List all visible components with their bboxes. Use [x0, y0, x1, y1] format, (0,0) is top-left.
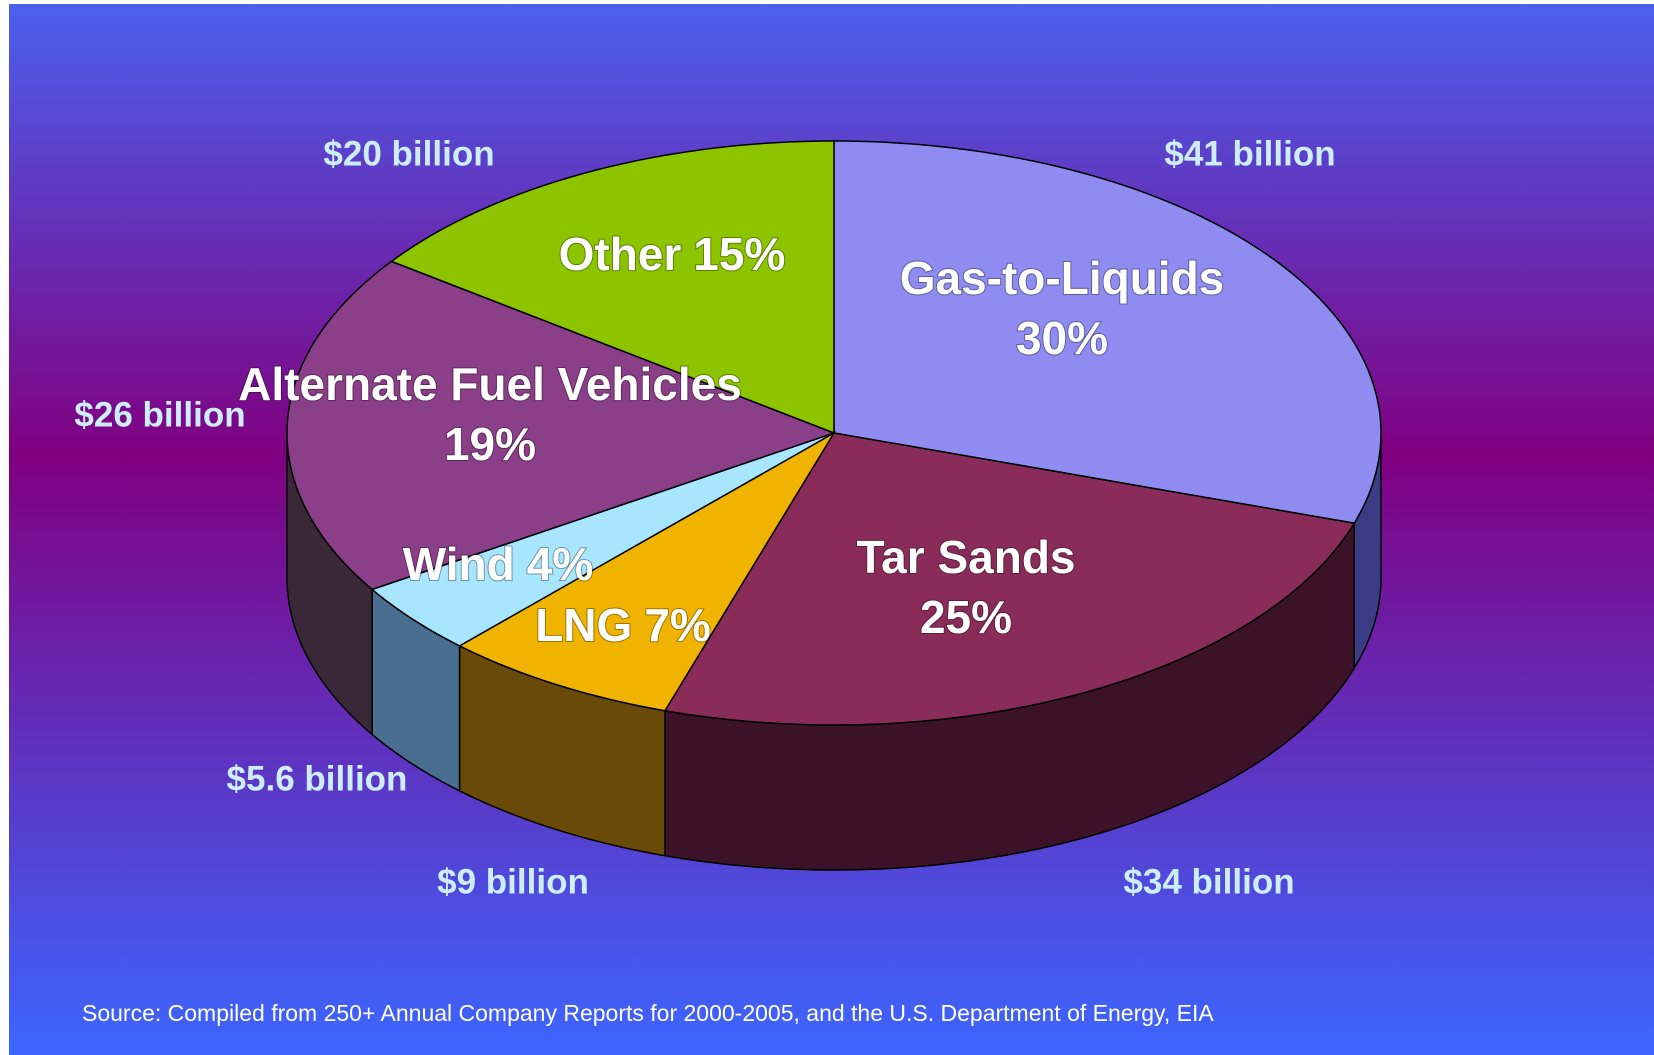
slice-label-group: Wind 4%	[403, 538, 593, 590]
amount-label: $9 billion	[437, 862, 589, 901]
slice-value-label: 30%	[1016, 312, 1108, 364]
amount-label: $34 billion	[1123, 862, 1294, 901]
slice	[833, 140, 1382, 525]
source-note: Source: Compiled from 250+ Annual Compan…	[82, 1000, 1214, 1026]
amount-label: $5.6 billion	[227, 759, 408, 798]
slice	[457, 430, 837, 712]
slice	[286, 260, 837, 591]
slice-label: Tar Sands	[857, 531, 1076, 583]
slice	[370, 432, 835, 647]
slice-label-group: LNG 7%	[535, 599, 711, 651]
amount-label: $26 billion	[74, 395, 245, 434]
slice	[389, 140, 835, 435]
slice-label: LNG	[535, 599, 632, 651]
slice-value-label: 7%	[644, 599, 710, 651]
slice-value-label: 15%	[693, 228, 785, 280]
slice	[663, 432, 1356, 726]
slice-label: Wind	[403, 538, 515, 590]
amount-label: $20 billion	[323, 134, 494, 173]
slice-value-label: 19%	[444, 418, 536, 470]
labels: Gas-to-Liquids 30% $41 billion Tar Sands 25%…	[74, 134, 1335, 901]
slice-label-group: Other 15%	[559, 228, 786, 280]
pie-tops	[286, 140, 1382, 726]
amount-label: $41 billion	[1164, 134, 1335, 173]
slice-label: Alternate Fuel Vehicles	[238, 358, 742, 410]
slice-value-label: 4%	[527, 538, 593, 590]
slice-label: Other	[559, 228, 682, 280]
slice-label: Gas-to-Liquids	[900, 252, 1225, 304]
slice-value-label: 25%	[920, 591, 1012, 643]
